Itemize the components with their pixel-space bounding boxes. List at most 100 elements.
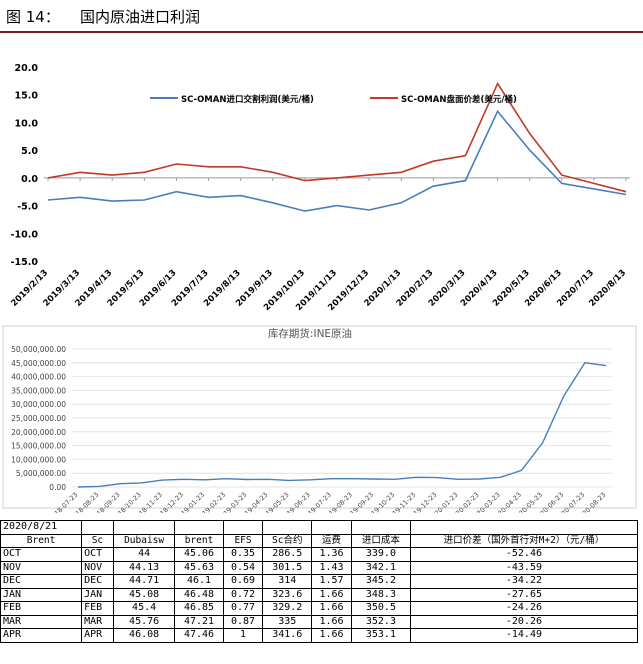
table-cell: APR [0, 628, 83, 643]
table-cell: 341.6 [262, 628, 313, 643]
import-profit-chart: 20.015.010.05.00.0-5.0-10.0-15.02019/2/1… [9, 63, 630, 313]
table-row: NOV NOV 44.13 45.63 0.54 301.5 1.43 342.1 -43.59 [0, 560, 639, 575]
table-cell: FEB [0, 601, 83, 616]
table-cell: -14.49 [409, 628, 639, 643]
legend-label: SC-OMAN进口交割利润(美元/桶) [181, 94, 314, 105]
table-cell: NOV [81, 560, 114, 575]
table-cell: 44.71 [112, 574, 176, 589]
table-cell: 1.57 [311, 574, 352, 589]
table-cell: 342.1 [350, 560, 411, 575]
table-cell: 45.63 [174, 560, 224, 575]
table-cell: -52.46 [409, 547, 639, 562]
table-cell: 329.2 [262, 601, 313, 616]
series-line [47, 81, 627, 193]
y-tick-label: 5.0 [21, 146, 38, 157]
table-cell: -27.65 [409, 587, 639, 602]
table-cell: 301.5 [262, 560, 313, 575]
import-cost-table: 2020/8/21 Brent Sc Dubaisw brent EFS Sc合… [0, 520, 639, 643]
table-cell: 46.1 [174, 574, 224, 589]
y-tick-label: 5,000,000.00 [16, 469, 66, 478]
table-cell: 353.1 [350, 628, 411, 643]
table-cell: 348.3 [350, 587, 411, 602]
table-row: OCT OCT 44 45.06 0.35 286.5 1.36 339.0 -52.46 [0, 547, 639, 562]
y-tick-label: 25,000,000.00 [11, 414, 66, 423]
table-cell: 1.66 [311, 601, 352, 616]
table-cell: OCT [81, 547, 114, 562]
table-header: 进口价差（国外首行对M+2）（元/桶） [409, 533, 639, 548]
table-cell: 0.69 [222, 574, 264, 589]
figure-label: 图 14： [6, 8, 60, 26]
table-cell: APR [81, 628, 114, 643]
y-tick-label: -10.0 [11, 229, 39, 240]
y-tick-label: 45,000,000.00 [11, 359, 66, 368]
table-cell: 1.36 [311, 547, 352, 562]
table-cell: NOV [0, 560, 83, 575]
table-cell: 0.54 [222, 560, 264, 575]
table-header: Sc [81, 533, 114, 548]
table-cell: 46.85 [174, 601, 224, 616]
table-header: brent [174, 533, 224, 548]
table-cell: 47.46 [174, 628, 224, 643]
table-cell: 1.66 [311, 614, 352, 629]
table-cell: 1.66 [311, 587, 352, 602]
table-cell: 335 [262, 614, 313, 629]
y-tick-label: 0.0 [21, 174, 38, 185]
table-cell: 44.13 [112, 560, 176, 575]
table-cell: 286.5 [262, 547, 313, 562]
table-cell: JAN [81, 587, 114, 602]
table-cell: 352.3 [350, 614, 411, 629]
table-cell: 350.5 [350, 601, 411, 616]
table-cell: FEB [81, 601, 114, 616]
table-header: Sc合约 [262, 533, 313, 548]
table-header: Brent [0, 533, 83, 548]
y-tick-label: 50,000,000.00 [11, 345, 66, 354]
table-date-row: 2020/8/21 [0, 520, 639, 535]
table-cell: 45.76 [112, 614, 176, 629]
table-cell: -20.26 [409, 614, 639, 629]
figure-header: 图 14： 国内原油进口利润 [0, 0, 643, 33]
ine-crude-inventory-chart: 库存期货:INE原油 50,000,000.00 45,000,000.00 40,0… [2, 325, 637, 513]
table-cell: MAR [0, 614, 83, 629]
y-tick-label: -5.0 [17, 202, 38, 213]
table-cell: 44 [112, 547, 176, 562]
y-tick-label: -15.0 [11, 257, 39, 268]
table-cell: 1 [222, 628, 264, 643]
table-row: FEB FEB 45.4 46.85 0.77 329.2 1.66 350.5 -24.26 [0, 601, 639, 616]
table-row: DEC DEC 44.71 46.1 0.69 314 1.57 345.2 -34.22 [0, 574, 639, 589]
y-tick-label: 10.0 [15, 118, 39, 129]
table-cell: 45.08 [112, 587, 176, 602]
table-row: JAN JAN 45.08 46.48 0.72 323.6 1.66 348.3 -27.65 [0, 587, 639, 602]
chart-title: 库存期货:INE原油 [268, 327, 352, 340]
figure-title: 国内原油进口利润 [80, 8, 201, 26]
table-header: 运费 [311, 533, 352, 548]
table-cell: 1.43 [311, 560, 352, 575]
table-cell: MAR [81, 614, 114, 629]
table-cell: 0.77 [222, 601, 264, 616]
table-cell: 345.2 [350, 574, 411, 589]
y-tick-label: 40,000,000.00 [11, 373, 66, 382]
table-cell: 46.48 [174, 587, 224, 602]
y-tick-label: 15.0 [15, 91, 39, 102]
y-tick-label: 0.00 [49, 483, 66, 492]
table-cell: 46.08 [112, 628, 176, 643]
table-cell: -43.59 [409, 560, 639, 575]
table-header: Dubaisw [112, 533, 176, 548]
y-tick-label: 20,000,000.00 [11, 428, 66, 437]
table-cell: -24.26 [409, 601, 639, 616]
y-tick-label: 35,000,000.00 [11, 386, 66, 395]
y-tick-label: 15,000,000.00 [11, 442, 66, 451]
table-cell: -34.22 [409, 574, 639, 589]
table-header-row: Brent Sc Dubaisw brent EFS Sc合约 运费 进口成本 … [0, 533, 639, 548]
table-cell: 314 [262, 574, 313, 589]
table-cell: 0.87 [222, 614, 264, 629]
legend-label: SC-OMAN盘面价差(美元/桶) [401, 94, 517, 105]
table-row: APR APR 46.08 47.46 1 341.6 1.66 353.1 -14.49 [0, 628, 639, 643]
table-cell: DEC [81, 574, 114, 589]
table-cell: 339.0 [350, 547, 411, 562]
table-header: 进口成本 [350, 533, 411, 548]
table-cell: 0.72 [222, 587, 264, 602]
table-date: 2020/8/21 [0, 520, 83, 535]
chart-frame [2, 325, 637, 509]
table-cell: 323.6 [262, 587, 313, 602]
table-header: EFS [222, 533, 264, 548]
